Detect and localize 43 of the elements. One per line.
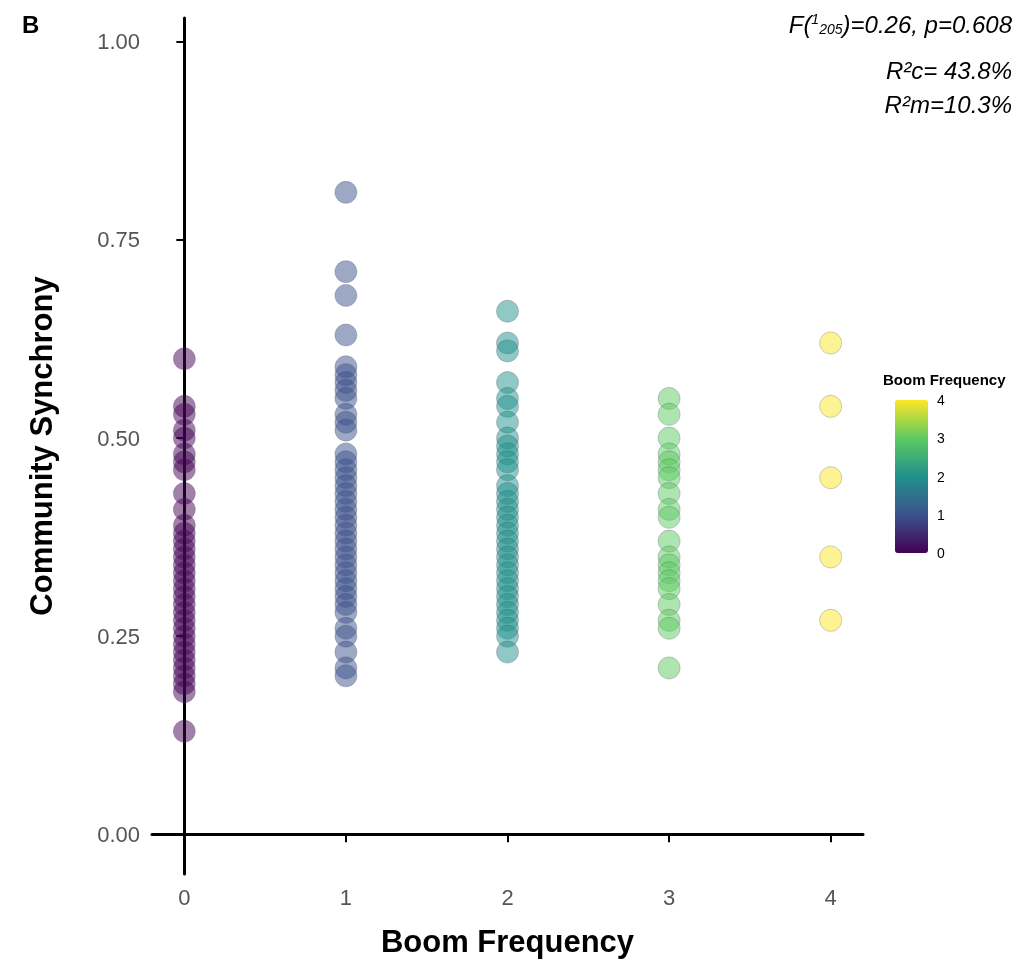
- point: [819, 545, 843, 569]
- x-axis-title: Boom Frequency: [380, 924, 635, 959]
- point: [334, 260, 358, 284]
- point: [819, 394, 843, 418]
- color-bar-label: 0: [937, 545, 945, 561]
- x-tick-label: 2: [501, 884, 514, 910]
- point: [657, 616, 681, 640]
- color-bar-label: 1: [937, 506, 945, 523]
- point: [172, 458, 196, 482]
- point: [172, 347, 196, 371]
- point: [334, 283, 358, 307]
- point: [334, 180, 358, 204]
- y-tick-label: 0.00: [97, 821, 140, 847]
- x-tick-label: 0: [178, 884, 191, 910]
- text: B: [22, 10, 40, 38]
- text: R²c= 43.8%: [885, 56, 1012, 84]
- point: [657, 402, 681, 426]
- point: [172, 680, 196, 704]
- point: [334, 323, 358, 347]
- point: [657, 505, 681, 529]
- point: [496, 640, 519, 664]
- point: [334, 418, 358, 442]
- y-axis-title: Community Synchrony: [24, 275, 59, 616]
- x-tick-label: 3: [662, 884, 676, 910]
- text: R²m=10.3%: [884, 90, 1013, 118]
- y-tick-label: 0.50: [97, 425, 140, 451]
- point: [657, 656, 681, 680]
- x-tick-label: 1: [339, 884, 353, 910]
- point: [496, 299, 519, 323]
- point: [819, 331, 843, 355]
- point: [334, 664, 358, 688]
- color-bar-title: Boom Frequency: [883, 371, 1007, 388]
- x-tick-label: 4: [824, 884, 837, 910]
- y-tick-label: 0.25: [97, 623, 140, 649]
- point: [172, 719, 196, 743]
- point: [496, 339, 519, 363]
- y-tick-label: 0.75: [97, 227, 140, 253]
- color-bar-label: 4: [937, 392, 945, 408]
- point: [819, 608, 843, 632]
- point: [819, 466, 843, 490]
- color-bar-label: 2: [937, 468, 945, 485]
- color-bar-label: 3: [937, 430, 945, 447]
- y-tick-label: 1.00: [97, 29, 140, 55]
